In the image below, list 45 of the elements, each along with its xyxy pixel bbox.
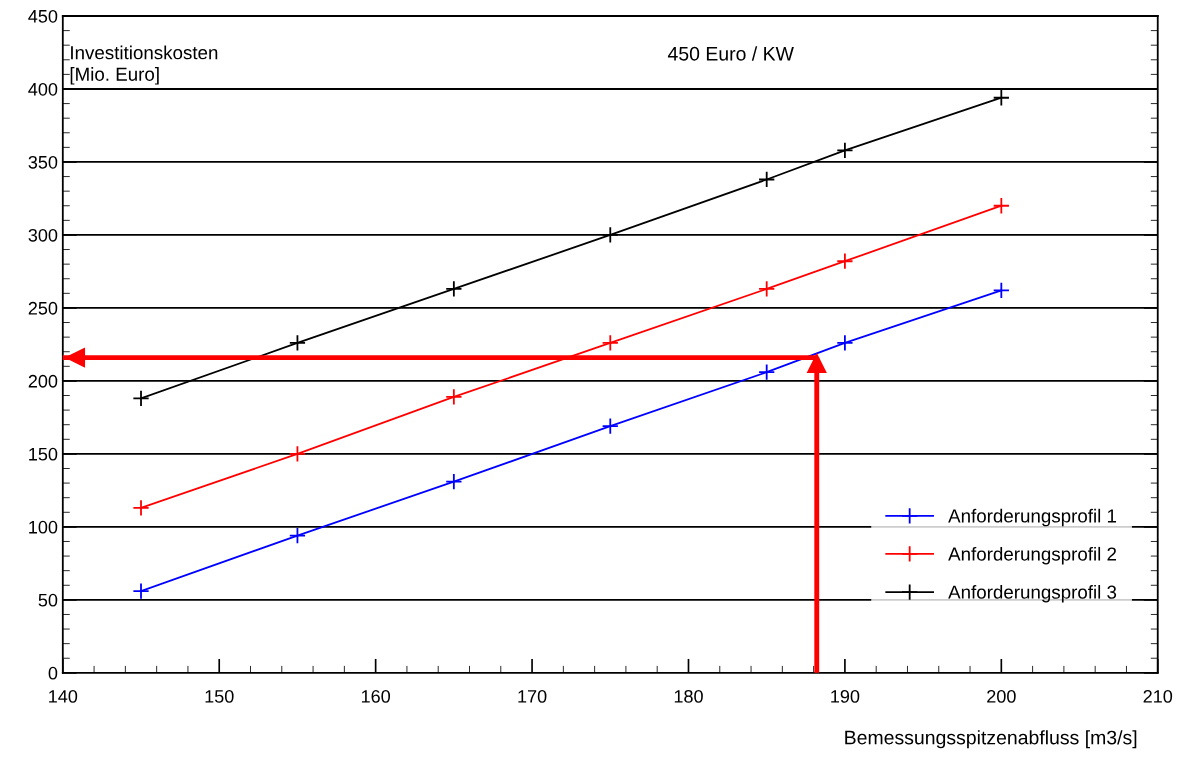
y-tick-label: 400 (28, 82, 58, 96)
x-tick-label: 180 (674, 689, 703, 703)
point (601, 417, 619, 435)
legend-label: Anforderungsprofil 1 (948, 508, 1117, 527)
point (445, 388, 463, 406)
y-tick-label: 450 (28, 9, 58, 23)
point (992, 89, 1010, 107)
point (758, 170, 776, 189)
point (601, 334, 619, 352)
y-tick-label: 250 (28, 301, 58, 315)
point (445, 280, 463, 298)
y-tick-label: 200 (28, 374, 58, 388)
point (445, 473, 463, 491)
point (601, 226, 619, 244)
point (992, 197, 1010, 215)
y-tick-label: 0 (48, 666, 58, 680)
x-tick-label: 210 (1143, 689, 1173, 703)
legend-label: Anforderungsprofil 2 (948, 546, 1117, 565)
point (758, 280, 776, 298)
point (836, 141, 854, 159)
point (836, 252, 854, 270)
legend-label: Anforderungsprofil 3 (948, 585, 1117, 603)
y-axis-title: Investitionskosten [Mio. Euro] (70, 45, 218, 85)
point (288, 445, 306, 463)
x-tick-label: 200 (987, 689, 1016, 703)
x-axis-title: Bemessungsspitzenabfluss [m3/s] (845, 730, 1137, 749)
y-tick-label: 100 (29, 520, 58, 534)
x-tick-label: 150 (205, 689, 234, 703)
point (288, 334, 306, 352)
point (758, 363, 776, 381)
point (992, 281, 1010, 299)
x-tick-label: 190 (831, 689, 860, 703)
y-tick-label: 50 (38, 593, 58, 607)
point (836, 334, 854, 352)
point (132, 499, 150, 517)
point (132, 389, 150, 407)
x-tick-label: 170 (518, 689, 547, 703)
point (132, 582, 150, 600)
annotation: 450 Euro / KW (667, 46, 794, 61)
y-tick-label: 150 (29, 447, 58, 461)
y-tick-label: 300 (28, 228, 58, 242)
x-tick-label: 140 (49, 689, 78, 703)
point (288, 527, 306, 545)
x-tick-label: 160 (361, 689, 390, 703)
y-tick-label: 350 (28, 155, 58, 169)
